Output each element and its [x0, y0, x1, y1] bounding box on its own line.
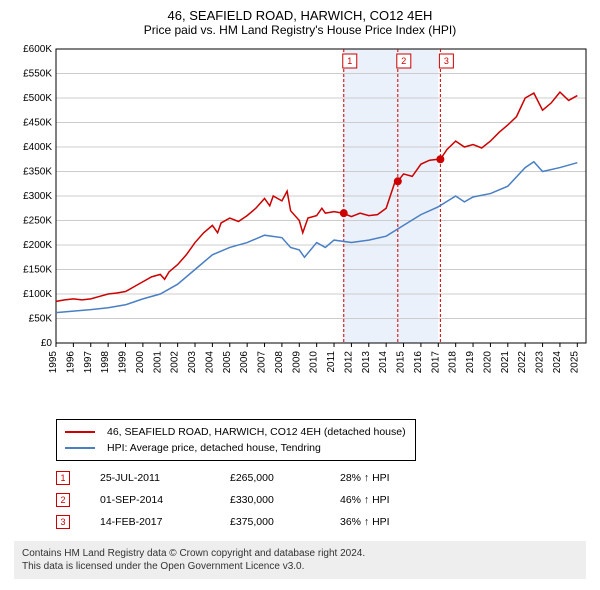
legend-label: HPI: Average price, detached house, Tend… [107, 442, 321, 454]
svg-text:£100K: £100K [23, 289, 52, 300]
svg-text:£600K: £600K [23, 44, 52, 55]
legend-swatch [65, 447, 95, 449]
chart-svg: £0 £50K £100K £150K £200K £250K £300K £350K £400… [10, 43, 590, 393]
svg-text:£200K: £200K [23, 240, 52, 251]
svg-text:2024: 2024 [552, 351, 563, 374]
svg-text:£150K: £150K [23, 265, 52, 276]
transaction-date: 25-JUL-2011 [100, 472, 230, 484]
chart-subtitle: Price paid vs. HM Land Registry's House … [10, 23, 590, 37]
svg-text:£350K: £350K [23, 167, 52, 178]
svg-text:2015: 2015 [396, 351, 407, 374]
legend-swatch [65, 431, 95, 433]
svg-text:£250K: £250K [23, 216, 52, 227]
svg-text:£500K: £500K [23, 93, 52, 104]
svg-text:£0: £0 [41, 338, 53, 349]
transaction-pct: 36% ↑ HPI [340, 516, 430, 528]
svg-text:2002: 2002 [170, 351, 181, 374]
transaction-marker [436, 155, 444, 163]
legend-label: 46, SEAFIELD ROAD, HARWICH, CO12 4EH (de… [107, 426, 406, 438]
svg-text:2012: 2012 [343, 351, 354, 374]
series-hpi [56, 162, 577, 313]
svg-text:2013: 2013 [361, 351, 372, 374]
svg-text:2021: 2021 [500, 351, 511, 374]
transaction-row: 2 01-SEP-2014£330,00046% ↑ HPI [56, 489, 586, 511]
svg-text:2008: 2008 [274, 351, 285, 374]
svg-text:£300K: £300K [23, 191, 52, 202]
attribution-line1: Contains HM Land Registry data © Crown c… [22, 547, 578, 560]
svg-text:1995: 1995 [48, 351, 59, 374]
svg-text:2006: 2006 [239, 351, 250, 374]
svg-text:£550K: £550K [23, 69, 52, 80]
transaction-badge: 2 [56, 493, 70, 507]
svg-text:2004: 2004 [204, 351, 215, 374]
transaction-date: 14-FEB-2017 [100, 516, 230, 528]
transaction-badge: 3 [56, 515, 70, 529]
transaction-price: £375,000 [230, 516, 340, 528]
chart-area: £0 £50K £100K £150K £200K £250K £300K £350K £400… [10, 43, 590, 413]
transactions-table: 1 25-JUL-2011£265,00028% ↑ HPI 2 01-SEP-201… [56, 467, 586, 533]
svg-text:2011: 2011 [326, 351, 337, 373]
svg-text:1998: 1998 [100, 351, 111, 374]
chart-title: 46, SEAFIELD ROAD, HARWICH, CO12 4EH [10, 8, 590, 23]
svg-text:2005: 2005 [222, 351, 233, 374]
legend-row: HPI: Average price, detached house, Tend… [65, 440, 407, 456]
svg-text:1997: 1997 [83, 351, 94, 374]
svg-text:2022: 2022 [517, 351, 528, 374]
svg-text:2018: 2018 [448, 351, 459, 374]
svg-text:2009: 2009 [291, 351, 302, 374]
transaction-row: 3 14-FEB-2017£375,00036% ↑ HPI [56, 511, 586, 533]
attribution-line2: This data is licensed under the Open Gov… [22, 560, 578, 573]
transaction-marker [340, 209, 348, 217]
svg-text:2023: 2023 [535, 351, 546, 374]
svg-text:2010: 2010 [309, 351, 320, 374]
chart-container: 46, SEAFIELD ROAD, HARWICH, CO12 4EH Pri… [0, 0, 600, 587]
transaction-pct: 28% ↑ HPI [340, 472, 430, 484]
svg-text:2020: 2020 [482, 351, 493, 374]
svg-text:£400K: £400K [23, 142, 52, 153]
svg-text:2003: 2003 [187, 351, 198, 374]
svg-text:2014: 2014 [378, 351, 389, 374]
svg-text:2017: 2017 [430, 351, 441, 374]
transaction-marker [394, 177, 402, 185]
legend-row: 46, SEAFIELD ROAD, HARWICH, CO12 4EH (de… [65, 424, 407, 440]
transaction-price: £330,000 [230, 494, 340, 506]
svg-text:1996: 1996 [65, 351, 76, 374]
svg-text:2016: 2016 [413, 351, 424, 374]
svg-text:2007: 2007 [257, 351, 268, 374]
transaction-price: £265,000 [230, 472, 340, 484]
svg-text:£450K: £450K [23, 118, 52, 129]
legend: 46, SEAFIELD ROAD, HARWICH, CO12 4EH (de… [56, 419, 416, 461]
transaction-date: 01-SEP-2014 [100, 494, 230, 506]
transaction-row: 1 25-JUL-2011£265,00028% ↑ HPI [56, 467, 586, 489]
svg-text:3: 3 [444, 56, 449, 66]
svg-text:2025: 2025 [569, 351, 580, 374]
svg-text:2001: 2001 [152, 351, 163, 374]
svg-text:2019: 2019 [465, 351, 476, 374]
transaction-badge: 1 [56, 471, 70, 485]
svg-text:1999: 1999 [118, 351, 129, 374]
svg-text:2000: 2000 [135, 351, 146, 374]
svg-text:£50K: £50K [29, 314, 53, 325]
attribution: Contains HM Land Registry data © Crown c… [14, 541, 586, 579]
transaction-pct: 46% ↑ HPI [340, 494, 430, 506]
svg-text:2: 2 [401, 56, 406, 66]
svg-text:1: 1 [347, 56, 352, 66]
